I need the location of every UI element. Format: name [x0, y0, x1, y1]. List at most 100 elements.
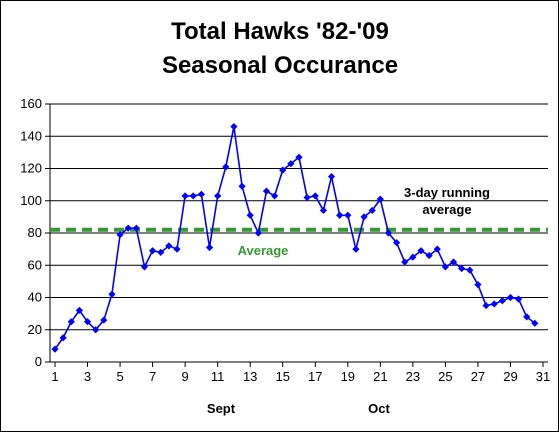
data-point-26 — [262, 187, 271, 195]
x-tick-label-10: 21 — [373, 369, 387, 384]
y-tick-label-80: 80 — [28, 225, 42, 240]
data-point-40 — [376, 195, 384, 203]
x-tick-label-9: 19 — [341, 369, 355, 384]
data-point-51 — [466, 266, 474, 274]
data-point-22 — [230, 122, 238, 131]
x-tick-label-6: 13 — [243, 369, 257, 384]
data-point-35 — [336, 211, 344, 219]
series-line-running-average — [54, 126, 536, 350]
data-point-9 — [124, 224, 132, 232]
data-point-0 — [51, 345, 59, 353]
data-point-57 — [515, 295, 523, 303]
data-point-52 — [474, 281, 482, 289]
chart-title-line-1: Total Hawks '82-'09 — [171, 18, 389, 45]
data-point-38 — [360, 213, 368, 221]
y-tick-label-140: 140 — [20, 128, 42, 143]
data-point-58 — [523, 313, 531, 321]
data-point-16 — [181, 192, 189, 200]
x-axis-tick-labels: 1 3 5 7 9 11 13 15 17 19 21 23 25 27 29 31 — [51, 369, 550, 384]
y-tick-label-0: 0 — [35, 354, 42, 369]
data-point-44 — [409, 253, 417, 261]
data-point-7 — [108, 290, 116, 298]
y-tick-label-160: 160 — [20, 96, 42, 111]
data-point-42 — [393, 239, 401, 247]
x-tick-label-7: 15 — [275, 369, 289, 384]
x-tick-label-15: 31 — [536, 369, 550, 384]
x-tick-label-1: 3 — [84, 369, 91, 384]
data-point-13 — [157, 248, 165, 256]
x-tick-label-4: 9 — [182, 369, 189, 384]
data-point-55 — [498, 297, 506, 305]
running-average-label-line-2: average — [422, 202, 471, 217]
data-point-34 — [327, 172, 336, 181]
data-point-50 — [458, 264, 466, 273]
data-point-48 — [441, 263, 449, 271]
data-point-29 — [287, 160, 295, 168]
gridlines — [50, 103, 548, 331]
data-point-17 — [189, 192, 197, 200]
running-average-label-line-1: 3-day running — [404, 185, 490, 200]
data-point-23 — [238, 182, 246, 190]
data-point-18 — [197, 190, 205, 198]
data-point-10 — [132, 224, 140, 232]
x-tick-label-11: 23 — [406, 369, 420, 384]
data-point-5 — [92, 326, 100, 334]
month-label-sept: Sept — [207, 401, 236, 416]
month-label-oct: Oct — [368, 401, 390, 416]
data-point-36 — [344, 211, 352, 219]
data-point-47 — [433, 245, 441, 253]
data-point-11 — [140, 263, 149, 271]
data-point-14 — [165, 242, 173, 250]
y-axis-tick-labels: 0 20 40 60 80 100 120 140 160 — [20, 96, 42, 369]
data-point-2 — [67, 318, 75, 326]
data-point-56 — [506, 293, 515, 302]
x-tick-label-3: 7 — [149, 369, 156, 384]
x-tick-label-2: 5 — [116, 369, 123, 384]
data-point-39 — [368, 206, 376, 215]
series-running-average — [51, 122, 539, 353]
chart-title-line-2: Seasonal Occurance — [162, 52, 398, 79]
data-point-8 — [116, 231, 124, 239]
data-point-43 — [401, 258, 409, 266]
data-point-24 — [246, 211, 254, 219]
x-tick-label-14: 29 — [503, 369, 517, 384]
data-point-4 — [83, 318, 92, 326]
data-point-19 — [205, 243, 214, 252]
data-point-3 — [75, 306, 83, 314]
y-tick-label-100: 100 — [20, 193, 42, 208]
y-tick-label-120: 120 — [20, 161, 42, 176]
data-point-45 — [417, 247, 425, 255]
x-tick-label-8: 17 — [308, 369, 322, 384]
data-point-54 — [490, 300, 498, 308]
data-point-27 — [271, 192, 279, 200]
data-point-30 — [295, 153, 303, 161]
data-point-25 — [254, 229, 262, 237]
data-point-46 — [425, 251, 433, 260]
x-tick-label-5: 11 — [211, 369, 225, 384]
data-point-59 — [531, 319, 539, 327]
data-point-1 — [59, 334, 67, 342]
y-tick-label-60: 60 — [28, 257, 42, 272]
x-tick-label-12: 25 — [438, 369, 452, 384]
y-tick-label-20: 20 — [28, 322, 42, 337]
data-point-49 — [449, 258, 458, 266]
data-point-21 — [222, 163, 230, 171]
x-tick-label-13: 27 — [471, 369, 485, 384]
data-point-31 — [303, 193, 311, 202]
data-point-53 — [482, 301, 490, 310]
x-tick-label-0: 1 — [51, 369, 58, 384]
data-point-6 — [100, 316, 108, 324]
data-point-32 — [311, 192, 319, 200]
data-point-28 — [279, 166, 287, 174]
data-point-15 — [173, 245, 181, 253]
data-point-33 — [319, 206, 327, 215]
data-point-20 — [214, 192, 222, 200]
y-tick-label-40: 40 — [28, 290, 42, 305]
data-point-12 — [149, 247, 157, 255]
axes — [45, 103, 548, 367]
average-label: Average — [238, 243, 289, 258]
data-point-41 — [384, 229, 393, 237]
data-point-37 — [352, 245, 360, 253]
